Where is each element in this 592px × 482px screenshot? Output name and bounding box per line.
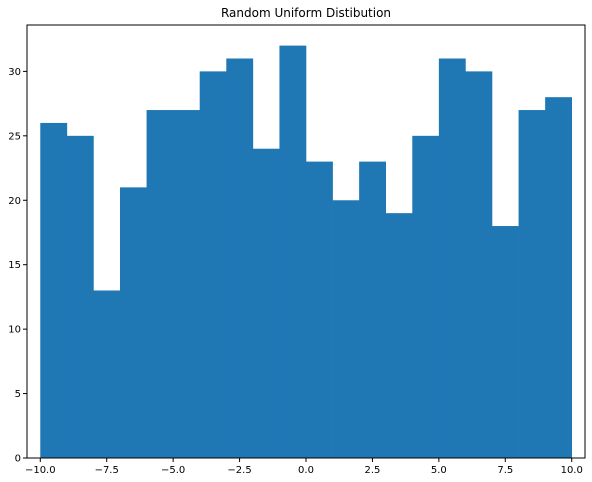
histogram-bar: [279, 46, 306, 458]
y-tick-label: 5: [15, 389, 21, 400]
histogram-bar: [359, 162, 386, 458]
x-tick-label: −5.0: [161, 465, 185, 476]
y-tick-label: 0: [15, 454, 21, 465]
x-tick-label: 7.5: [497, 465, 513, 476]
x-tick-label: 5.0: [431, 465, 447, 476]
histogram-bar: [492, 226, 519, 458]
histogram-bar: [120, 187, 147, 458]
histogram-bar: [306, 162, 333, 458]
histogram-bar: [173, 110, 200, 458]
histogram-bar: [226, 59, 253, 458]
x-tick-label: 10.0: [561, 465, 583, 476]
histogram-bar: [40, 123, 67, 458]
y-tick-label: 25: [8, 131, 21, 142]
histogram-bar: [465, 71, 492, 458]
x-tick-label: −10.0: [25, 465, 56, 476]
histogram-bar: [253, 149, 280, 458]
histogram-bar: [93, 290, 120, 458]
x-tick-label: −2.5: [227, 465, 251, 476]
histogram-bar: [412, 136, 439, 458]
histogram-bar: [519, 110, 546, 458]
x-tick-label: 0.0: [298, 465, 314, 476]
histogram-bar: [67, 136, 94, 458]
histogram-bar: [386, 213, 413, 458]
histogram-bar: [439, 59, 466, 458]
histogram-bar: [333, 200, 360, 458]
x-tick-label: 2.5: [364, 465, 380, 476]
y-tick-label: 30: [8, 67, 21, 78]
histogram-bar: [545, 97, 572, 458]
y-tick-label: 20: [8, 196, 21, 207]
histogram-bar: [200, 71, 227, 458]
x-tick-label: −7.5: [95, 465, 119, 476]
chart-title: Random Uniform Distibution: [221, 6, 391, 20]
y-tick-label: 15: [8, 260, 21, 271]
histogram-bar: [147, 110, 174, 458]
y-tick-label: 10: [8, 325, 21, 336]
